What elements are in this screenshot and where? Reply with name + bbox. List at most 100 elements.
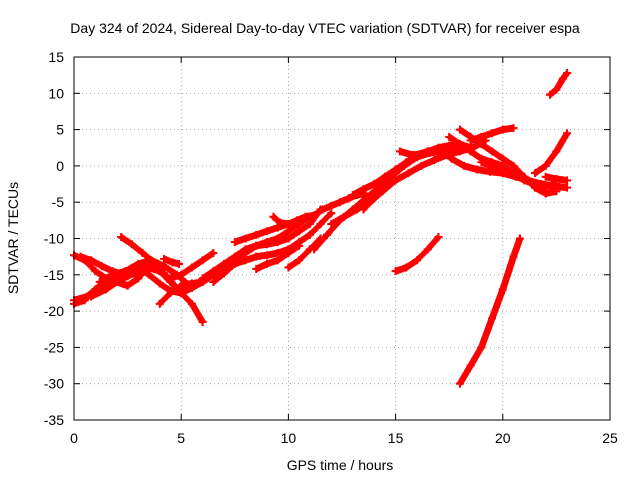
data-point	[269, 212, 278, 221]
data-point	[273, 223, 282, 232]
data-point	[541, 182, 550, 191]
data-layer	[70, 68, 572, 388]
data-point	[488, 129, 497, 138]
data-point	[466, 147, 475, 156]
data-point	[177, 288, 186, 297]
data-point	[485, 167, 494, 176]
data-point	[408, 151, 417, 160]
data-point	[187, 263, 196, 272]
data-point	[209, 278, 218, 287]
data-point	[318, 205, 327, 214]
data-point	[112, 278, 121, 287]
data-point	[509, 252, 518, 261]
data-point	[322, 230, 331, 239]
data-point	[295, 256, 304, 265]
data-point	[391, 169, 400, 178]
data-point	[477, 343, 486, 352]
data-point	[498, 125, 507, 134]
x-tick-label: 10	[281, 430, 297, 446]
x-axis-label: GPS time / hours	[287, 457, 394, 473]
data-point	[488, 314, 497, 323]
data-point	[327, 219, 336, 228]
data-point	[305, 230, 314, 239]
data-point	[273, 234, 282, 243]
data-point	[295, 227, 304, 236]
y-tick-label: 5	[56, 122, 64, 138]
data-point	[175, 259, 184, 268]
data-point	[301, 212, 310, 221]
data-point	[455, 379, 464, 388]
data-point	[198, 317, 207, 326]
data-point	[252, 264, 261, 273]
data-point	[262, 259, 271, 268]
data-point	[430, 156, 439, 165]
axis-ticks: 0 5 10 15 20 25 15 10 5 0 -5 -10 -15 -20 -25 -30 -35	[44, 49, 618, 446]
series-track-10	[166, 249, 218, 283]
data-point	[509, 161, 518, 170]
grid-lines	[74, 57, 610, 420]
track-markers	[531, 129, 571, 177]
data-point	[340, 212, 349, 221]
data-point	[477, 158, 486, 167]
data-point	[273, 249, 282, 258]
data-point	[445, 141, 454, 150]
data-point	[488, 161, 497, 170]
data-point	[95, 278, 104, 287]
y-tick-label: -30	[44, 376, 64, 392]
data-point	[97, 262, 106, 271]
y-tick-label: 0	[56, 158, 64, 174]
data-point	[284, 263, 293, 272]
data-point	[273, 256, 282, 265]
data-point	[404, 169, 413, 178]
chart-title: Day 324 of 2024, Sidereal Day-to-day VTE…	[70, 20, 580, 36]
data-point	[252, 230, 261, 239]
data-point	[155, 299, 164, 308]
data-point	[417, 161, 426, 170]
data-point	[252, 241, 261, 250]
data-point	[177, 270, 186, 279]
data-point	[121, 267, 130, 276]
data-point	[370, 180, 379, 189]
data-point	[541, 189, 550, 198]
data-point	[395, 147, 404, 156]
data-point	[359, 185, 368, 194]
data-point	[327, 201, 336, 210]
data-point	[91, 267, 100, 276]
data-point	[455, 147, 464, 156]
data-point	[466, 136, 475, 145]
data-point	[138, 249, 147, 258]
series-track-29	[541, 172, 572, 185]
data-point	[455, 125, 464, 134]
data-point	[421, 148, 430, 157]
data-point	[335, 198, 344, 207]
data-point	[552, 85, 561, 94]
series-track-11	[160, 254, 184, 268]
data-point	[76, 252, 85, 261]
data-point	[541, 161, 550, 170]
data-point	[530, 169, 539, 178]
data-point	[359, 205, 368, 214]
data-point	[530, 183, 539, 192]
data-point	[515, 234, 524, 243]
data-point	[563, 68, 572, 77]
data-point	[563, 176, 572, 185]
data-point	[310, 245, 319, 254]
x-tick-label: 15	[388, 430, 404, 446]
data-point	[391, 267, 400, 276]
data-point	[262, 238, 271, 247]
data-point	[498, 285, 507, 294]
series-track-32	[455, 234, 524, 388]
series-track-28	[530, 129, 572, 178]
data-point	[284, 219, 293, 228]
y-tick-label: -10	[44, 231, 64, 247]
series-track-31	[391, 233, 443, 276]
data-point	[455, 140, 464, 149]
series-track-30	[545, 68, 572, 99]
data-point	[117, 233, 126, 242]
data-point	[177, 281, 186, 290]
y-tick-label: -15	[44, 267, 64, 283]
data-point	[168, 258, 177, 267]
data-point	[509, 169, 518, 178]
series-track-26	[466, 124, 518, 145]
